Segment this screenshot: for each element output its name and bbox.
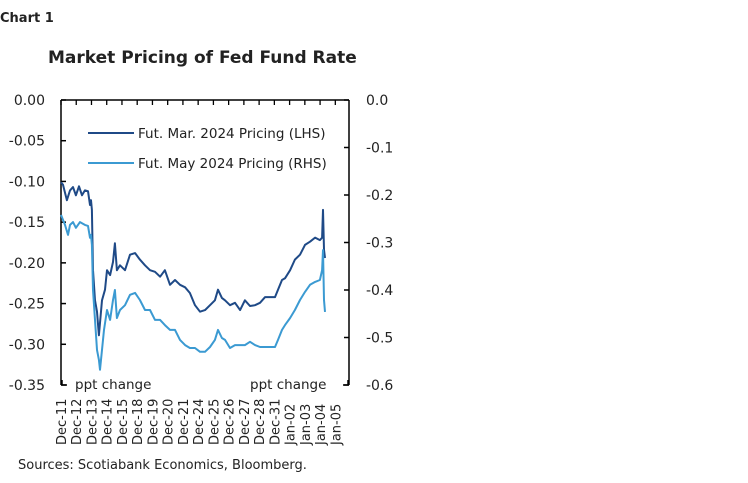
right-y-tick-label: -0.1 bbox=[366, 141, 393, 157]
chart-title: Market Pricing of Fed Fund Rate bbox=[48, 48, 357, 68]
left-y-tick-label: -0.35 bbox=[9, 378, 45, 394]
left-y-tick-label: -0.20 bbox=[9, 256, 45, 272]
x-tick-label: Jan-02 bbox=[284, 404, 299, 446]
legend-label-lhs: Fut. Mar. 2024 Pricing (LHS) bbox=[138, 126, 326, 142]
chart-label: Chart 1 bbox=[0, 11, 54, 26]
right-y-tick-label: -0.3 bbox=[366, 236, 393, 252]
x-tick-label: Dec-24 bbox=[192, 399, 207, 445]
x-tick-label: Jan-05 bbox=[329, 404, 344, 446]
x-tick-label: Dec-14 bbox=[101, 399, 116, 445]
x-tick-label: Dec-11 bbox=[55, 399, 70, 445]
x-tick-label: Dec-31 bbox=[268, 399, 283, 445]
left-y-tick-label: -0.25 bbox=[9, 297, 45, 313]
left-y-tick-label: 0.00 bbox=[14, 93, 45, 109]
right-axis-note: ppt change bbox=[250, 377, 326, 393]
source-note: Sources: Scotiabank Economics, Bloomberg… bbox=[18, 458, 307, 473]
x-tick-label: Dec-21 bbox=[177, 399, 192, 445]
x-tick-label: Dec-18 bbox=[131, 399, 146, 445]
right-y-tick-label: -0.4 bbox=[366, 283, 393, 299]
right-y-tick-label: -0.2 bbox=[366, 188, 393, 204]
right-y-tick-label: -0.6 bbox=[366, 378, 393, 394]
right-y-tick-label: 0.0 bbox=[366, 93, 388, 109]
left-axis-note: ppt change bbox=[75, 377, 151, 393]
left-y-tick-label: -0.15 bbox=[9, 215, 45, 231]
left-y-tick-label: -0.05 bbox=[9, 134, 45, 150]
x-tick-label: Dec-19 bbox=[146, 399, 161, 445]
x-tick-label: Dec-28 bbox=[253, 399, 268, 445]
legend-label-rhs: Fut. May 2024 Pricing (RHS) bbox=[138, 156, 327, 172]
x-tick-label: Jan-04 bbox=[314, 404, 329, 446]
left-y-tick-label: -0.30 bbox=[9, 337, 45, 353]
x-tick-label: Jan-03 bbox=[299, 404, 314, 446]
x-tick-label: Dec-13 bbox=[85, 399, 100, 445]
x-tick-label: Dec-20 bbox=[162, 399, 177, 445]
left-y-tick-label: -0.10 bbox=[9, 174, 45, 190]
x-tick-label: Dec-12 bbox=[70, 399, 85, 445]
series-line-lhs bbox=[60, 181, 326, 337]
series-line-rhs bbox=[60, 214, 326, 371]
x-tick-label: Dec-27 bbox=[238, 399, 253, 445]
x-tick-label: Dec-25 bbox=[207, 399, 222, 445]
x-tick-label: Dec-26 bbox=[223, 399, 238, 445]
x-tick-label: Dec-15 bbox=[116, 399, 131, 445]
right-y-tick-label: -0.5 bbox=[366, 331, 393, 347]
axes: 0.00 -0.05 -0.10 -0.15 -0.20 -0.25 -0.30 -0.35 0… bbox=[9, 93, 394, 446]
legend: Fut. Mar. 2024 Pricing (LHS) Fut. May 20… bbox=[88, 126, 327, 172]
series-group bbox=[60, 181, 326, 371]
